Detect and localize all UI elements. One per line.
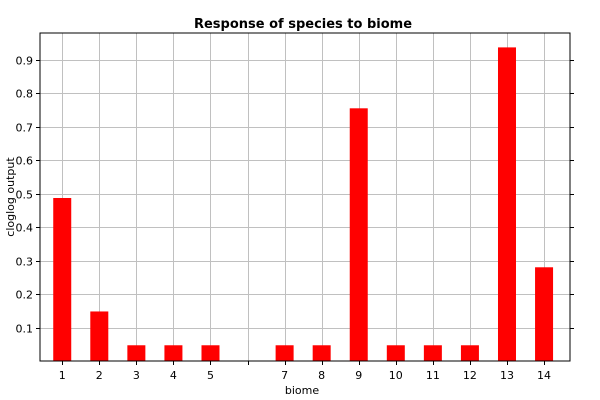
bar [497,47,516,361]
x-tick-label: 12 [463,369,477,382]
chart-title: Response of species to biome [194,17,412,32]
y-tick-label: 0.3 [16,256,34,269]
y-tick-labels: 0.1 0.2 0.3 0.4 0.5 0.6 0.7 0.8 0.9 [16,55,34,336]
x-tick-label: 9 [355,369,362,382]
x-tick-label: 4 [170,369,177,382]
bar [535,267,554,361]
x-tick-label: 2 [96,369,103,382]
y-tick-label: 0.5 [16,189,34,202]
bar [275,345,294,361]
x-tick-label: 8 [318,369,325,382]
y-tick-label: 0.2 [16,289,34,302]
bar [423,345,442,361]
x-tick-label: 14 [537,369,551,382]
x-tick-label: 1 [59,369,66,382]
x-tick-label: 13 [500,369,514,382]
plot-frame [39,32,571,362]
bars [53,47,554,361]
bar [349,108,368,361]
y-tick-label: 0.1 [16,323,34,336]
bar [90,311,109,361]
y-tick-label: 0.9 [16,55,34,68]
y-tick-label: 0.4 [16,222,34,235]
grid [40,33,570,361]
bar [127,345,146,361]
bar [312,345,331,361]
y-tick-label: 0.6 [16,155,34,168]
x-axis-label: biome [285,384,319,397]
x-tick-label: 11 [426,369,440,382]
ticks [36,60,574,365]
y-tick-label: 0.8 [16,88,34,101]
y-tick-label: 0.7 [16,122,34,135]
x-tick-label: 10 [389,369,403,382]
bar [460,345,479,361]
bar [53,198,72,361]
y-axis-label: cloglog output [4,157,17,237]
x-tick-labels: 1 2 3 4 5 7 8 9 10 11 12 13 14 [59,369,551,382]
x-tick-label: 7 [281,369,288,382]
bar [201,345,220,361]
x-tick-label: 3 [133,369,140,382]
bar [164,345,183,361]
bar [386,345,405,361]
x-tick-label: 5 [207,369,214,382]
